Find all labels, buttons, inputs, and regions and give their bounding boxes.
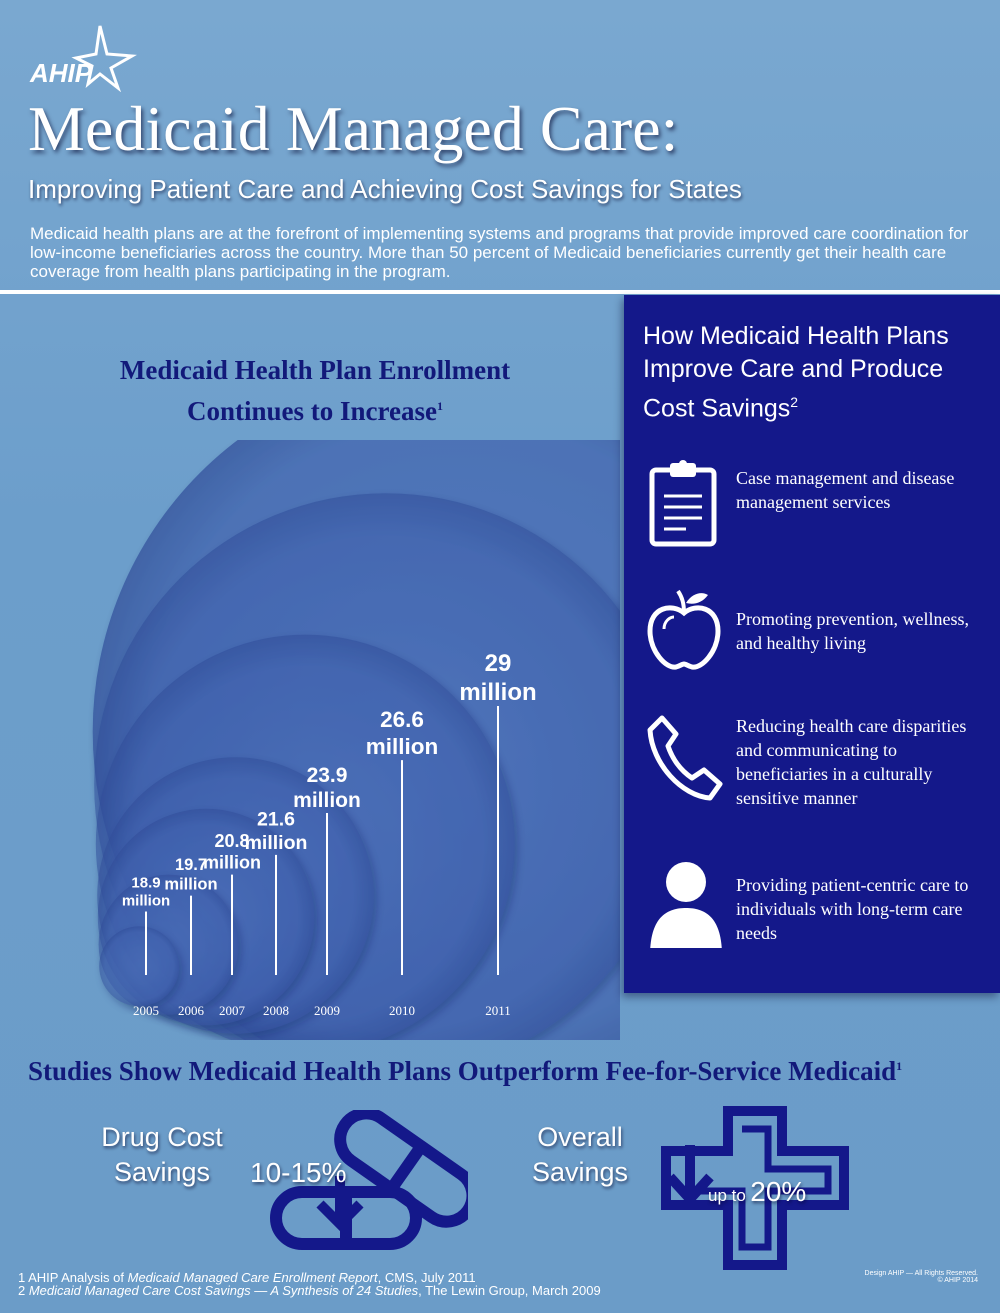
- footnote-2-source: , The Lewin Group, March 2009: [418, 1283, 601, 1298]
- overall-savings-label: Overall Savings: [520, 1120, 640, 1190]
- enrollment-circle-2005: [99, 926, 180, 1007]
- phone-icon: [647, 715, 723, 801]
- design-credit-line1: Design AHIP — All Rights Reserved.: [864, 1270, 978, 1277]
- bar-value-label-2010: 26.6: [380, 707, 424, 732]
- overall-savings-label-line1: Overall: [537, 1122, 623, 1152]
- bar-unit-label-2006: million: [164, 876, 217, 894]
- panel-title: How Medicaid Health Plans Improve Care a…: [643, 320, 983, 425]
- page-subtitle: Improving Patient Care and Achieving Cos…: [28, 174, 742, 204]
- drug-savings-label-line1: Drug Cost: [101, 1122, 223, 1152]
- ahip-star-logo-icon: [71, 25, 137, 92]
- x-tick-label-2008: 2008: [263, 1003, 289, 1018]
- chart-title-footnote-ref: 1: [437, 399, 443, 413]
- bar-unit-label-2007: million: [203, 853, 261, 873]
- studies-title-text: Studies Show Medicaid Health Plans Outpe…: [28, 1056, 897, 1086]
- design-credit: Design AHIP — All Rights Reserved. © AHI…: [865, 1270, 978, 1284]
- panel-item-case-management: Case management and disease management s…: [736, 468, 955, 512]
- overall-savings-label-line2: Savings: [531, 1157, 629, 1187]
- bar-unit-label-2009: million: [293, 789, 361, 812]
- panel-title-text: How Medicaid Health Plans Improve Care a…: [643, 322, 949, 423]
- bar-unit-label-2008: million: [245, 832, 308, 854]
- footnote-1-prefix: 1 AHIP Analysis of: [18, 1270, 128, 1285]
- panel-item-prevention: Promoting prevention, wellness, and heal…: [736, 609, 969, 653]
- bar-value-label-2005: 18.9: [131, 875, 160, 892]
- chart-title: Medicaid Health Plan Enrollment Continue…: [90, 352, 540, 429]
- enrollment-chart: 18.9million19.7million20.8million21.6mil…: [92, 440, 620, 1040]
- footnote-2: 2 Medicaid Managed Care Cost Savings — A…: [18, 1283, 601, 1298]
- bar-value-label-2008: 21.6: [257, 808, 295, 830]
- footnote-2-title: Medicaid Managed Care Cost Savings — A S…: [28, 1283, 419, 1298]
- bar-unit-label-2010: million: [366, 734, 439, 759]
- pill-icon: [270, 1110, 468, 1250]
- intro-paragraph: Medicaid health plans are at the forefro…: [30, 224, 969, 281]
- footnote-2-prefix: 2: [18, 1283, 29, 1298]
- overall-savings-prefix: up to: [708, 1186, 746, 1205]
- overall-savings-value: 20%: [750, 1176, 807, 1207]
- panel-item-disparities: Reducing health care disparities and com…: [736, 716, 967, 808]
- x-tick-label-2007: 2007: [219, 1003, 246, 1018]
- design-credit-line2: © AHIP 2014: [937, 1277, 978, 1284]
- panel-title-footnote-ref: 2: [790, 394, 799, 410]
- bar-unit-label-2005: million: [122, 893, 170, 910]
- bar-unit-label-2011: million: [459, 679, 536, 706]
- chart-title-line1: Medicaid Health Plan Enrollment: [119, 355, 511, 385]
- chart-title-line2: Continues to Increase: [186, 396, 437, 426]
- header-divider: [0, 290, 1000, 294]
- ahip-logo-text: AHIP: [30, 58, 93, 88]
- page-title: Medicaid Managed Care:: [28, 93, 679, 164]
- x-tick-label-2005: 2005: [133, 1003, 159, 1018]
- studies-title: Studies Show Medicaid Health Plans Outpe…: [28, 1056, 902, 1087]
- clipboard-icon: [649, 460, 717, 547]
- person-icon: [650, 862, 722, 948]
- apple-icon: [647, 589, 721, 670]
- x-tick-label-2011: 2011: [485, 1003, 511, 1018]
- footnote-1: 1 AHIP Analysis of Medicaid Managed Care…: [18, 1270, 476, 1285]
- drug-savings-label-line2: Savings: [113, 1157, 211, 1187]
- bar-value-label-2009: 23.9: [307, 764, 348, 787]
- bar-value-label-2011: 29: [485, 650, 512, 677]
- x-tick-label-2010: 2010: [389, 1003, 415, 1018]
- drug-savings-label: Drug Cost Savings: [92, 1120, 232, 1190]
- footnote-1-source: , CMS, July 2011: [377, 1270, 476, 1285]
- x-tick-label-2009: 2009: [314, 1003, 340, 1018]
- panel-item-patient-centric: Providing patient-centric care to indivi…: [736, 875, 969, 943]
- overall-savings-value-group: up to 20%: [708, 1176, 806, 1208]
- drug-savings-value: 10-15%: [250, 1157, 347, 1188]
- x-tick-label-2006: 2006: [178, 1003, 205, 1018]
- footnote-1-title: Medicaid Managed Care Enrollment Report: [127, 1270, 378, 1285]
- studies-title-footnote-ref: 1: [896, 1059, 903, 1073]
- bar-value-label-2007: 20.8: [214, 831, 249, 851]
- bar-value-label-2006: 19.7: [175, 856, 207, 874]
- medical-cross-icon: [661, 1106, 849, 1270]
